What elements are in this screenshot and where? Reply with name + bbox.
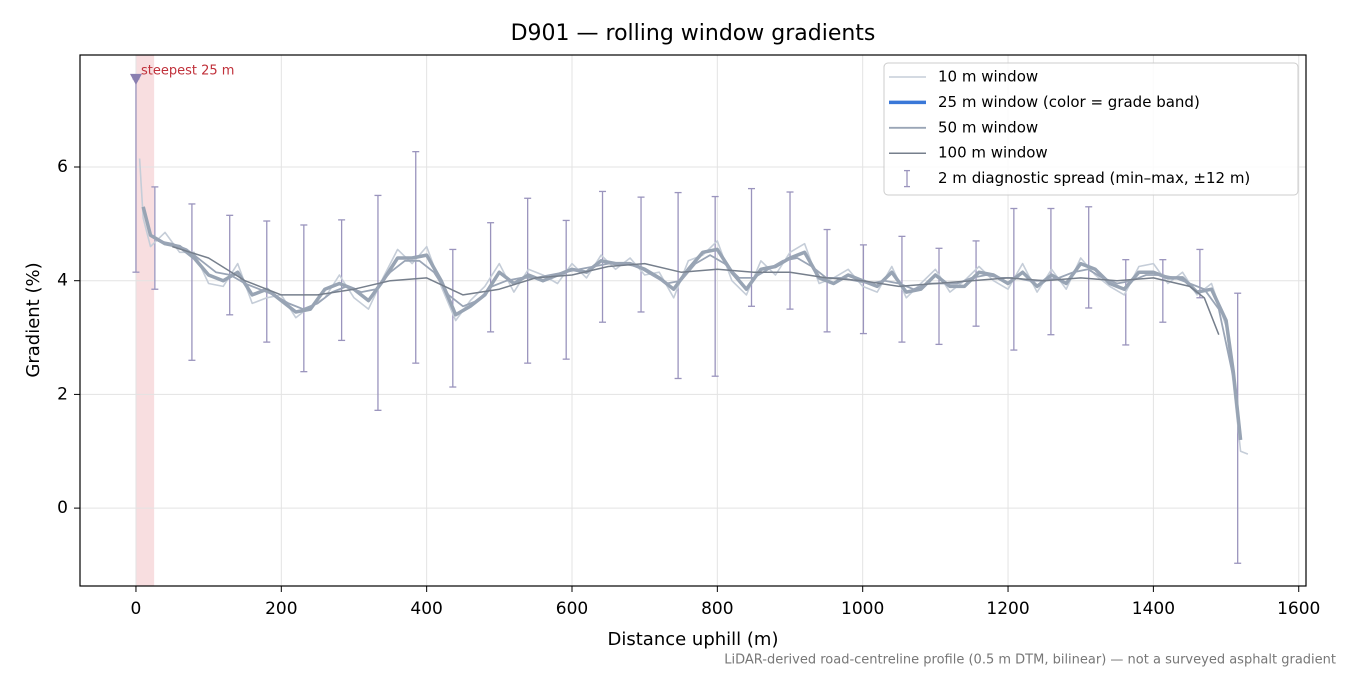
error-bar (748, 187, 756, 307)
x-tick-label: 600 (556, 599, 588, 619)
highlight-marker (129, 73, 142, 85)
x-tick-label: 1400 (1132, 599, 1175, 619)
legend-label: 10 m window (938, 68, 1038, 86)
legend: 10 m window 25 m window (color = grade ba… (883, 62, 1299, 196)
error-bar (1159, 259, 1167, 323)
highlight-label: steepest 25 m (141, 63, 234, 78)
y-axis-label: Gradient (%) (23, 262, 44, 377)
error-bar (1085, 206, 1093, 309)
legend-label: 50 m window (938, 118, 1038, 136)
error-bar (935, 247, 943, 346)
y-tick-label: 0 (57, 498, 68, 518)
x-tick-label: 1000 (841, 599, 884, 619)
error-bar (188, 203, 196, 361)
error-bar (786, 191, 794, 310)
error-bar (562, 219, 570, 360)
error-bar (637, 196, 645, 313)
legend-label: 25 m window (color = grade band) (938, 93, 1200, 111)
y-tick-label: 4 (57, 271, 68, 291)
error-bar (226, 214, 234, 316)
highlight-span (135, 55, 155, 586)
error-bar (859, 244, 867, 335)
x-tick-label: 800 (701, 599, 733, 619)
error-bar (972, 240, 980, 327)
x-tick-label: 0 (131, 599, 142, 619)
x-tick-label: 1600 (1277, 599, 1320, 619)
error-bar (449, 248, 457, 388)
legend-box (883, 62, 1299, 196)
plot-frame (79, 54, 1307, 587)
series-line (172, 245, 1220, 335)
x-axis-label: Distance uphill (m) (608, 629, 779, 650)
legend-label: 2 m diagnostic spread (min–max, ±12 m) (938, 169, 1250, 187)
error-bar (1196, 248, 1204, 299)
chart-title: D901 — rolling window gradients (511, 21, 876, 46)
error-bar (263, 220, 271, 343)
error-bar (338, 219, 346, 342)
error-bar (1122, 259, 1130, 346)
x-tick-label: 400 (410, 599, 442, 619)
y-tick-label: 2 (57, 384, 68, 404)
x-tick-label: 200 (265, 599, 297, 619)
x-tick-label: 1200 (986, 599, 1029, 619)
error-bar (374, 194, 382, 411)
series-line (141, 206, 1243, 441)
error-bar (711, 195, 719, 377)
y-tick-label: 6 (57, 157, 68, 177)
error-bar (300, 224, 308, 373)
series-line (138, 158, 1249, 455)
legend-label: 100 m window (938, 144, 1048, 162)
footnote: LiDAR-derived road-centreline profile (0… (724, 653, 1336, 668)
series-line (157, 240, 1235, 378)
